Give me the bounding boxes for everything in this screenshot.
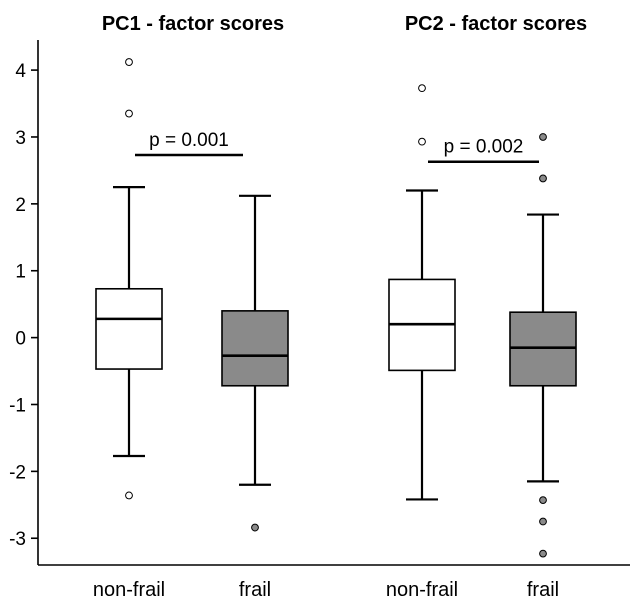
y-tick-label: -3 [9, 529, 26, 550]
y-tick-label: 0 [15, 329, 26, 350]
panel-title: PC2 - factor scores [405, 13, 587, 35]
axes-layer [31, 40, 630, 566]
p-value-label: p = 0.001 [149, 130, 229, 151]
text-layer: -3 -2 -1 0 1 2 3 4 PC1 - factor scores p = 0.001 n… [9, 13, 587, 601]
y-tick-label: 4 [15, 61, 26, 82]
outlier-point [539, 133, 547, 141]
p-value-label: p = 0.002 [444, 137, 524, 158]
y-tick-label: 3 [15, 128, 26, 149]
outlier-point [125, 109, 133, 118]
y-tick-label: 1 [15, 262, 26, 283]
y-tick-label: 2 [15, 195, 26, 216]
outlier-point [125, 58, 133, 66]
iqr-box [509, 311, 577, 387]
outlier-point [418, 137, 426, 146]
x-category-label: non-frail [386, 579, 458, 601]
y-tick-label: -1 [9, 395, 26, 416]
outlier-point [251, 523, 259, 532]
outlier-point [125, 491, 133, 500]
iqr-box [221, 310, 289, 387]
iqr-box [95, 287, 163, 370]
y-tick-label: -2 [9, 462, 26, 483]
x-category-label: frail [239, 579, 271, 601]
outlier-point [539, 496, 547, 505]
outlier-point [539, 517, 547, 526]
outlier-point [539, 549, 547, 558]
panel-title: PC1 - factor scores [102, 13, 284, 35]
x-category-label: non-frail [93, 579, 165, 601]
outlier-point [539, 174, 547, 183]
outlier-point [418, 84, 426, 93]
x-category-label: frail [527, 579, 559, 601]
boxes-layer [95, 58, 577, 558]
